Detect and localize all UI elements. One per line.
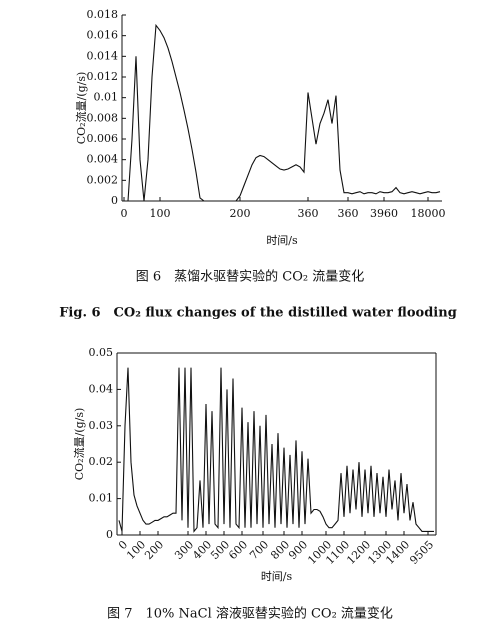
y-tick-label: 0: [111, 194, 118, 207]
y-tick-label: 0.01: [89, 492, 114, 505]
y-tick-label: 0: [106, 528, 113, 541]
x-tick-label: 0: [121, 207, 128, 220]
x-tick-label: 360: [298, 207, 319, 220]
y-tick-label: 0.02: [89, 455, 114, 468]
x-tick-label: 18000: [411, 207, 446, 220]
y-tick-label: 0.006: [87, 132, 119, 145]
x-tick-label: 600: [226, 538, 250, 562]
x-tick-label: 100: [150, 207, 171, 220]
figure-caption: 图 7 10% NaCl 溶液驱替实验的 CO₂ 流量变化: [107, 606, 393, 622]
y-tick-label: 0.05: [89, 346, 114, 359]
x-tick-label: 9505: [407, 538, 436, 567]
y-axis-label: CO₂流量/(g/s): [74, 72, 88, 145]
x-tick-label: 200: [142, 538, 166, 562]
figure-caption: 图 6 蒸馏水驱替实验的 CO₂ 流量变化: [136, 269, 364, 285]
x-tick-label: 3960: [370, 207, 398, 220]
y-tick-label: 0.03: [89, 419, 114, 432]
data-line: [118, 367, 434, 533]
y-tick-label: 0.012: [87, 70, 119, 83]
y-tick-label: 0.016: [87, 29, 119, 42]
x-tick-label: 200: [230, 207, 251, 220]
y-tick-label: 0.014: [87, 49, 119, 62]
y-tick-label: 0.04: [89, 382, 114, 395]
y-tick-label: 0.004: [87, 153, 119, 166]
figure-caption-en: Fig. 6 CO₂ flux changes of the distilled…: [59, 306, 457, 321]
x-axis-label: 时间/s: [266, 234, 298, 247]
x-tick-label: 360: [338, 207, 359, 220]
data-line: [124, 23, 441, 202]
y-tick-label: 0.008: [87, 111, 119, 124]
y-tick-label: 0.018: [87, 8, 119, 21]
y-tick-label: 0.01: [94, 91, 119, 104]
y-tick-label: 0.002: [87, 173, 119, 186]
x-tick-label: 700: [247, 538, 271, 562]
x-axis-label: 时间/s: [261, 570, 293, 583]
y-axis-label: CO₂流量/(g/s): [72, 408, 86, 481]
